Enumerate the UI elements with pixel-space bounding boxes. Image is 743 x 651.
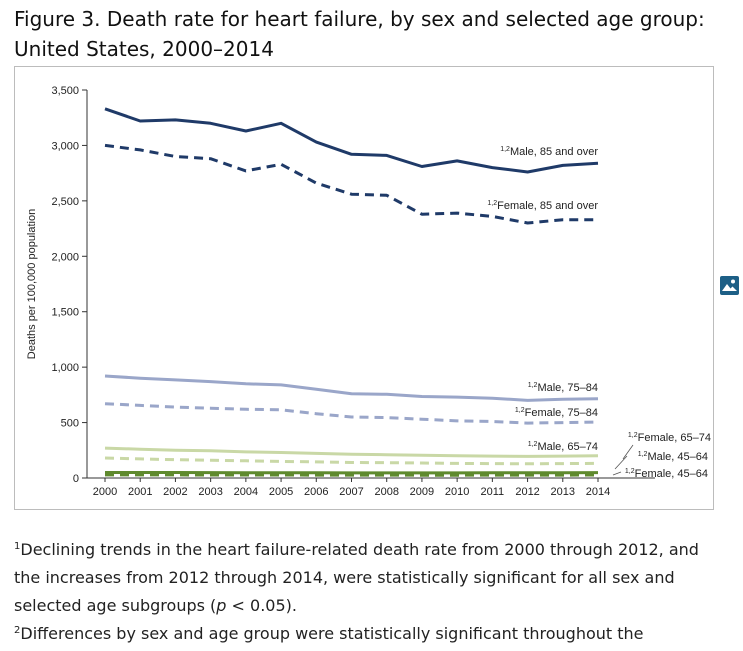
series-line xyxy=(104,374,599,402)
series-line xyxy=(104,456,599,466)
line-chart: 0 500 1,000 1,500 2,000 2,500 3,000 3,500 2000 20… xyxy=(26,85,711,498)
footnote-1: 1Declining trends in the heart failure-r… xyxy=(14,536,729,620)
series-label: 1,2Female, 85 and over xyxy=(487,200,598,212)
footnote-marker: 2 xyxy=(14,625,21,636)
series-line xyxy=(104,446,599,458)
footnote-p-symbol: p xyxy=(216,596,227,615)
y-tick-label: 2,500 xyxy=(51,196,79,208)
x-tick-label: 2012 xyxy=(515,486,539,498)
footnote-marker: 1 xyxy=(14,541,21,552)
series-label: 1,2Male, 45–64 xyxy=(638,451,708,463)
series-label: 1,2Female, 65–74 xyxy=(628,432,711,444)
series-label: 1,2Female, 45–64 xyxy=(625,468,708,480)
footnotes: 1Declining trends in the heart failure-r… xyxy=(14,536,729,648)
footnote-text-end: < 0.05). xyxy=(226,596,297,615)
x-tick-label: 2002 xyxy=(163,486,187,498)
x-tick-label: 2014 xyxy=(586,486,610,498)
label-leader-line xyxy=(614,455,628,470)
x-tick-label: 2001 xyxy=(128,486,152,498)
x-tick-label: 2000 xyxy=(93,486,117,498)
chart-frame: 0 500 1,000 1,500 2,000 2,500 3,000 3,500 2000 20… xyxy=(14,66,714,510)
x-tick-label: 2011 xyxy=(481,486,505,498)
y-tick-label: 1,500 xyxy=(51,307,79,319)
x-tick-label: 2003 xyxy=(198,486,222,498)
x-tick-label: 2007 xyxy=(339,486,363,498)
series-label: 1,2Female, 75–84 xyxy=(515,407,598,419)
series-label: 1,2Male, 85 and over xyxy=(500,146,598,158)
x-tick-label: 2004 xyxy=(234,486,258,498)
x-tick-label: 2005 xyxy=(269,486,293,498)
series-line xyxy=(104,143,598,225)
y-tick-label: 2,000 xyxy=(51,251,79,263)
chart-title: Figure 3. Death rate for heart failure, … xyxy=(14,7,705,61)
label-leader-line xyxy=(622,444,634,460)
x-tick-label: 2009 xyxy=(410,486,434,498)
footnote-2: 2Differences by sex and age group were s… xyxy=(14,620,729,648)
footnote-text: Declining trends in the heart failure-re… xyxy=(14,540,699,615)
y-tick-label: 1,000 xyxy=(51,362,79,374)
series-line xyxy=(104,402,599,425)
y-tick-label: 3,500 xyxy=(51,85,79,97)
y-tick-label: 0 xyxy=(73,473,79,485)
x-tick-label: 2013 xyxy=(551,486,575,498)
x-tick-label: 2006 xyxy=(304,486,328,498)
x-tick-label: 2010 xyxy=(445,486,469,498)
y-tick-label: 500 xyxy=(61,418,79,430)
y-axis-label: Deaths per 100,000 population xyxy=(26,209,38,359)
x-tick-label: 2008 xyxy=(374,486,398,498)
image-icon[interactable] xyxy=(720,276,739,295)
series-label: 1,2Male, 75–84 xyxy=(528,382,598,394)
footnote-text: Differences by sex and age group were st… xyxy=(20,624,644,643)
image-icon-glyph xyxy=(722,279,737,291)
label-leader-line xyxy=(612,471,622,476)
series-label: 1,2Male, 65–74 xyxy=(528,441,598,453)
series-line xyxy=(104,107,599,174)
y-tick-label: 3,000 xyxy=(51,140,79,152)
